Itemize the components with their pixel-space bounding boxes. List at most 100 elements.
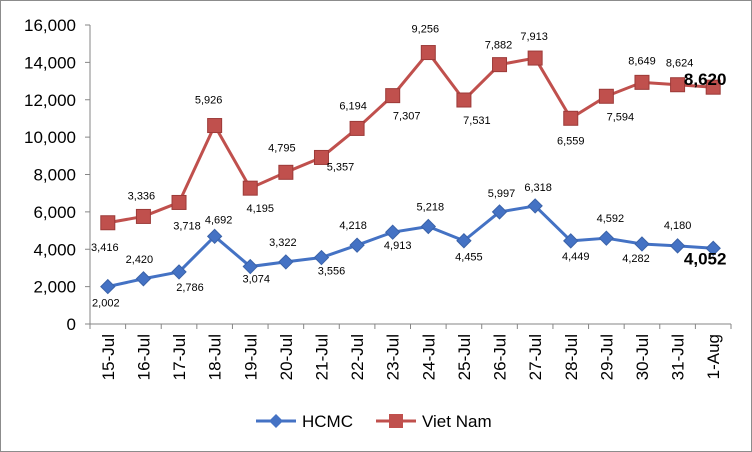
data-label: 8,624	[666, 58, 694, 70]
x-tick-label: 27-Jul	[526, 334, 545, 380]
data-point-square	[171, 194, 187, 210]
x-tick-label: 26-Jul	[491, 334, 510, 380]
legend-label: Viet Nam	[422, 412, 492, 431]
data-label: 3,322	[269, 237, 297, 249]
x-tick-label: 1-Aug	[704, 334, 723, 379]
data-label: 6,318	[524, 182, 552, 194]
x-tick-label: 20-Jul	[277, 334, 296, 380]
data-point-square	[278, 164, 294, 180]
data-point-square	[242, 180, 258, 196]
data-label: 7,882	[485, 40, 513, 52]
legend-marker-diamond	[269, 414, 283, 428]
data-label: 8,620	[684, 70, 727, 89]
data-point-diamond	[242, 258, 258, 275]
x-tick-label: 22-Jul	[348, 334, 367, 380]
y-tick-label: 0	[67, 315, 76, 334]
data-label: 3,416	[91, 242, 119, 254]
data-label: 2,420	[126, 254, 154, 266]
legend-marker-square	[389, 414, 403, 428]
y-tick-label: 16,000	[24, 16, 76, 35]
data-point-square	[670, 77, 686, 93]
data-label: 4,052	[684, 249, 727, 268]
y-tick-label: 4,000	[33, 240, 76, 259]
x-tick-label: 29-Jul	[597, 334, 616, 380]
data-point-diamond	[456, 233, 472, 249]
data-point-square	[100, 215, 116, 231]
data-point-square	[563, 110, 579, 126]
data-label: 2,786	[176, 282, 204, 294]
data-label: 6,194	[339, 100, 367, 112]
data-point-diamond	[278, 254, 294, 270]
data-label: 3,556	[318, 266, 346, 278]
data-point-diamond	[171, 264, 187, 280]
data-label: 7,594	[607, 111, 635, 123]
data-point-square	[598, 88, 614, 104]
data-point-square	[527, 50, 543, 66]
data-label: 7,531	[463, 115, 491, 127]
y-tick-label: 10,000	[24, 128, 76, 147]
y-tick-label: 2,000	[33, 278, 76, 297]
data-label: 5,218	[417, 201, 445, 213]
data-label: 3,074	[242, 274, 270, 286]
data-label: 4,913	[384, 240, 412, 252]
legend-label: HCMC	[302, 412, 353, 431]
data-label: 4,592	[597, 213, 625, 225]
series-line-1	[107, 51, 714, 225]
data-label: 9,256	[412, 24, 440, 36]
data-point-diamond	[634, 236, 650, 252]
data-label: 3,718	[173, 220, 201, 232]
data-label: 2,002	[92, 298, 120, 310]
data-point-diamond	[527, 198, 543, 214]
data-label: 4,218	[339, 220, 367, 232]
data-point-diamond	[669, 238, 686, 254]
data-label: 5,926	[195, 95, 223, 107]
data-point-diamond	[313, 249, 330, 266]
data-point-square	[492, 57, 508, 73]
data-point-square	[705, 79, 721, 95]
data-point-square	[385, 88, 401, 104]
data-point-square	[135, 208, 151, 224]
data-label: 4,282	[622, 253, 650, 265]
data-point-diamond	[135, 271, 152, 287]
y-tick-label: 14,000	[24, 53, 76, 72]
y-tick-label: 6,000	[33, 203, 76, 222]
data-point-diamond	[491, 204, 508, 220]
data-label: 7,307	[393, 111, 421, 123]
data-label: 5,357	[327, 161, 355, 173]
data-label: 7,913	[520, 31, 548, 43]
x-tick-label: 15-Jul	[99, 334, 118, 380]
x-tick-label: 31-Jul	[669, 334, 688, 380]
data-point-diamond	[598, 230, 615, 246]
data-point-square	[456, 92, 472, 108]
x-tick-label: 18-Jul	[206, 334, 225, 380]
x-tick-label: 25-Jul	[455, 334, 474, 380]
data-label: 4,180	[664, 220, 692, 232]
data-point-square	[349, 120, 365, 136]
data-label: 6,559	[557, 135, 585, 147]
y-tick-label: 8,000	[33, 166, 76, 185]
x-tick-label: 21-Jul	[312, 334, 331, 380]
x-tick-label: 28-Jul	[562, 334, 581, 380]
data-label: 4,795	[268, 142, 296, 154]
x-tick-label: 19-Jul	[241, 334, 260, 380]
x-tick-label: 16-Jul	[134, 334, 153, 380]
data-point-diamond	[420, 218, 437, 235]
data-label: 4,692	[205, 214, 233, 226]
data-point-diamond	[705, 240, 721, 256]
data-point-diamond	[349, 237, 365, 253]
data-point-diamond	[384, 224, 401, 240]
x-tick-label: 23-Jul	[384, 334, 403, 380]
data-point-square	[420, 45, 436, 61]
x-tick-label: 24-Jul	[419, 334, 438, 380]
x-tick-label: 30-Jul	[633, 334, 652, 380]
data-point-diamond	[206, 228, 223, 245]
data-point-square	[207, 118, 223, 134]
data-label: 5,997	[488, 188, 516, 200]
data-label: 8,649	[628, 55, 656, 67]
x-tick-label: 17-Jul	[170, 334, 189, 380]
data-point-square	[313, 149, 329, 165]
data-point-square	[634, 74, 650, 90]
y-tick-label: 12,000	[24, 91, 76, 110]
